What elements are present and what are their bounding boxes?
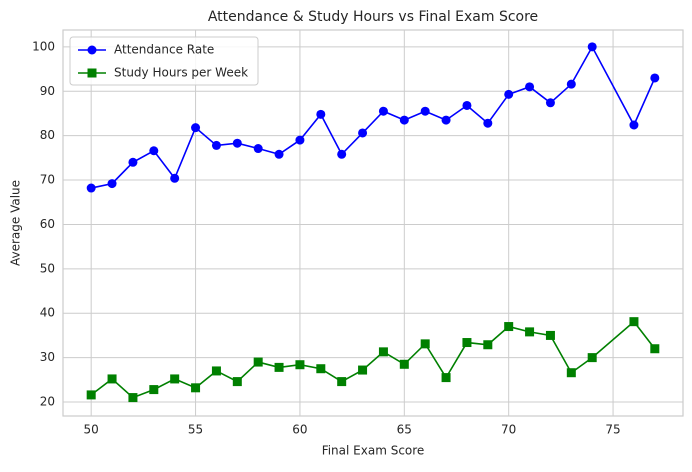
data-point bbox=[566, 368, 576, 378]
data-point bbox=[378, 106, 388, 116]
x-tick-label: 65 bbox=[397, 423, 412, 437]
data-point bbox=[86, 183, 96, 193]
data-point bbox=[337, 149, 347, 159]
data-point bbox=[170, 374, 180, 384]
data-point bbox=[545, 98, 555, 108]
y-tick-label: 90 bbox=[40, 84, 55, 98]
data-point bbox=[629, 120, 639, 130]
data-point bbox=[441, 373, 451, 383]
data-point bbox=[295, 360, 305, 370]
legend-label: Attendance Rate bbox=[114, 43, 214, 57]
data-point bbox=[483, 118, 493, 128]
data-point bbox=[128, 393, 138, 403]
data-point bbox=[504, 89, 514, 99]
y-axis-label: Average Value bbox=[9, 180, 23, 266]
data-point bbox=[545, 330, 555, 340]
y-tick-label: 100 bbox=[32, 39, 55, 53]
plot-frame bbox=[62, 29, 684, 417]
y-tick-label: 20 bbox=[40, 395, 55, 409]
x-tick-label: 60 bbox=[292, 423, 307, 437]
data-point bbox=[358, 365, 368, 375]
data-point bbox=[420, 106, 430, 116]
legend-marker bbox=[87, 68, 97, 78]
x-tick-label: 70 bbox=[501, 423, 516, 437]
data-point bbox=[149, 385, 159, 395]
data-point bbox=[232, 377, 242, 387]
data-point bbox=[462, 338, 472, 348]
x-tick-label: 55 bbox=[188, 423, 203, 437]
legend-marker bbox=[87, 45, 97, 55]
y-tick-label: 40 bbox=[40, 306, 55, 320]
data-point bbox=[650, 344, 660, 354]
y-tick-label: 80 bbox=[40, 128, 55, 142]
data-point bbox=[274, 149, 284, 159]
y-tick-label: 60 bbox=[40, 217, 55, 231]
data-point bbox=[587, 353, 597, 363]
data-point bbox=[337, 377, 347, 387]
data-point bbox=[566, 79, 576, 89]
data-point bbox=[629, 317, 639, 327]
x-tick-label: 50 bbox=[84, 423, 99, 437]
data-point bbox=[420, 339, 430, 349]
data-point bbox=[378, 347, 388, 357]
legend-label: Study Hours per Week bbox=[114, 66, 248, 80]
chart-title: Attendance & Study Hours vs Final Exam S… bbox=[208, 9, 538, 25]
data-point bbox=[316, 364, 326, 374]
data-point bbox=[462, 100, 472, 110]
data-point bbox=[483, 340, 493, 350]
data-point bbox=[274, 362, 284, 372]
data-point bbox=[211, 140, 221, 150]
data-point bbox=[211, 366, 221, 376]
data-point bbox=[358, 128, 368, 138]
data-point bbox=[253, 357, 263, 367]
legend-box bbox=[69, 36, 259, 86]
data-point bbox=[295, 135, 305, 145]
data-point bbox=[107, 179, 117, 189]
data-point bbox=[170, 173, 180, 183]
data-point bbox=[650, 73, 660, 83]
data-point bbox=[504, 322, 514, 332]
y-tick-label: 30 bbox=[40, 350, 55, 364]
data-point bbox=[587, 42, 597, 52]
data-point bbox=[191, 123, 201, 133]
y-tick-label: 70 bbox=[40, 173, 55, 187]
data-point bbox=[128, 157, 138, 167]
data-point bbox=[525, 82, 535, 92]
data-point bbox=[441, 115, 451, 125]
data-point bbox=[525, 327, 535, 337]
x-axis-label: Final Exam Score bbox=[322, 444, 425, 458]
data-point bbox=[86, 390, 96, 400]
data-point bbox=[399, 115, 409, 125]
data-point bbox=[399, 359, 409, 369]
data-point bbox=[191, 383, 201, 393]
data-point bbox=[232, 138, 242, 148]
data-point bbox=[253, 144, 263, 154]
data-point bbox=[316, 109, 326, 119]
x-tick-label: 75 bbox=[605, 423, 620, 437]
y-tick-label: 50 bbox=[40, 261, 55, 275]
data-point bbox=[107, 374, 117, 384]
data-point bbox=[149, 146, 159, 156]
